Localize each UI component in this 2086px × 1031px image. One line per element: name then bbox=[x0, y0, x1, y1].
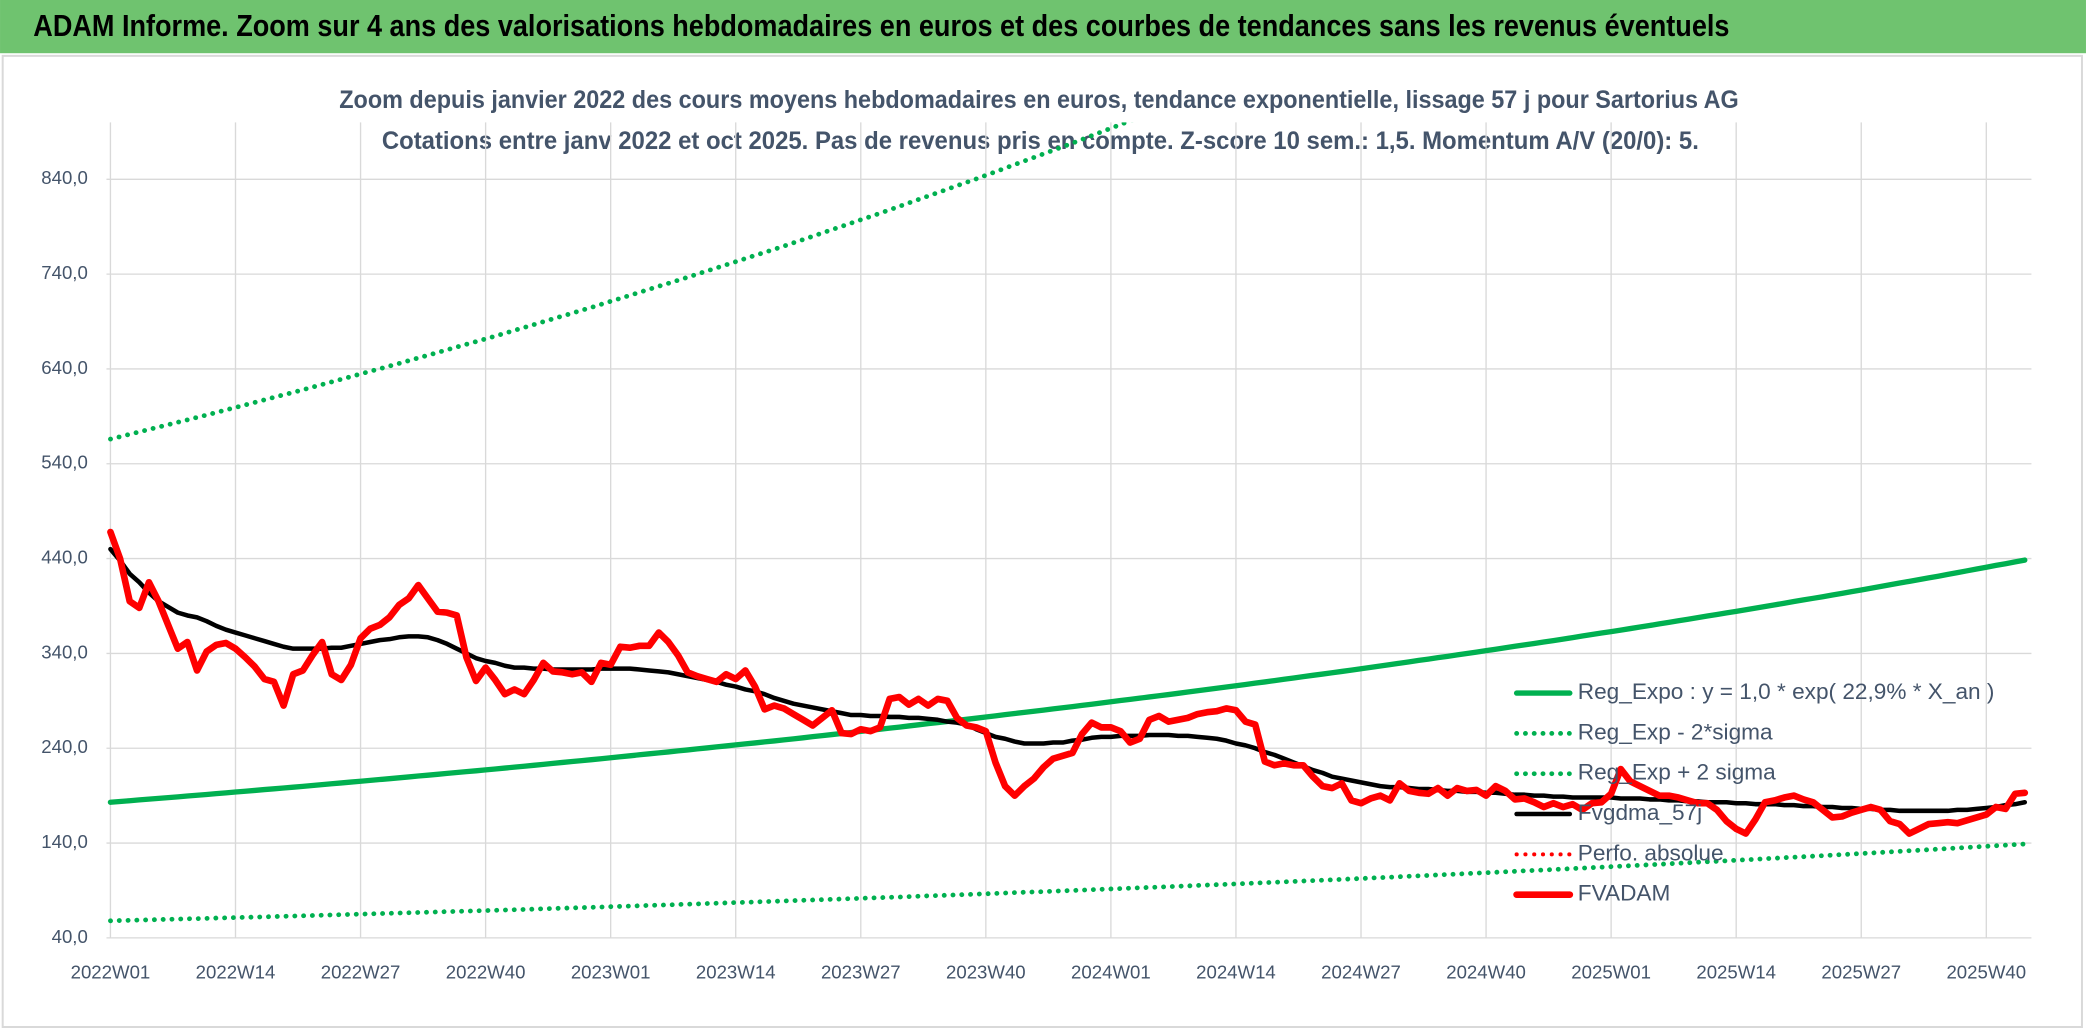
series-line bbox=[108, 841, 2028, 924]
y-tick-label: 340,0 bbox=[41, 641, 88, 662]
x-tick-label: 2024W01 bbox=[1071, 962, 1151, 983]
legend-label: Reg_Exp + 2 sigma bbox=[1578, 760, 1776, 785]
y-tick-label: 840,0 bbox=[41, 167, 88, 188]
header-title: ADAM Informe. Zoom sur 4 ans des valoris… bbox=[33, 9, 1729, 43]
chart-subtitle: Cotations entre janv 2022 et oct 2025. P… bbox=[382, 127, 1699, 155]
x-tick-label: 2025W01 bbox=[1571, 962, 1651, 983]
header-bar bbox=[0, 0, 2086, 54]
y-tick-label: 640,0 bbox=[41, 357, 88, 378]
series-line bbox=[108, 122, 1133, 442]
chart-border bbox=[1, 54, 2083, 1029]
legend-label: FVADAM bbox=[1578, 881, 1671, 906]
x-tick-label: 2022W27 bbox=[321, 962, 401, 983]
y-tick-label: 40,0 bbox=[52, 926, 88, 947]
x-tick-label: 2023W01 bbox=[571, 962, 651, 983]
x-tick-label: 2024W40 bbox=[1446, 962, 1526, 983]
x-tick-label: 2024W27 bbox=[1321, 962, 1401, 983]
y-tick-label: 540,0 bbox=[41, 452, 88, 473]
legend-label: Perfo. absolue bbox=[1578, 840, 1724, 865]
x-tick-label: 2024W14 bbox=[1196, 962, 1276, 983]
x-tick-label: 2023W40 bbox=[946, 962, 1026, 983]
x-tick-label: 2023W14 bbox=[696, 962, 776, 983]
grid: 40,0 140,0 240,0 340,0 440,0 540,0 640,0 740,0 8… bbox=[41, 122, 2032, 983]
x-tick-label: 2023W27 bbox=[821, 962, 901, 983]
legend: Reg_Expo : y = 1,0 * exp( 22,9% * X_an )… bbox=[1513, 679, 1995, 906]
x-tick-label: 2025W40 bbox=[1946, 962, 2026, 983]
y-tick-label: 240,0 bbox=[41, 736, 88, 757]
y-tick-label: 740,0 bbox=[41, 262, 88, 283]
y-tick-label: 440,0 bbox=[41, 547, 88, 568]
x-tick-label: 2022W40 bbox=[446, 962, 526, 983]
x-tick-label: 2022W14 bbox=[196, 962, 276, 983]
x-tick-label: 2025W27 bbox=[1821, 962, 1901, 983]
legend-label: Reg_Expo : y = 1,0 * exp( 22,9% * X_an ) bbox=[1578, 679, 1995, 704]
chart-title: Zoom depuis janvier 2022 des cours moyen… bbox=[339, 86, 1738, 114]
series-line bbox=[107, 557, 2028, 805]
legend-label: Reg_Exp - 2*sigma bbox=[1578, 719, 1773, 744]
x-tick-label: 2025W14 bbox=[1696, 962, 1776, 983]
series-line bbox=[107, 528, 2029, 837]
legend-label: Fvgdma_57j bbox=[1578, 800, 1702, 825]
plot-area bbox=[107, 122, 2029, 924]
x-tick-label: 2022W01 bbox=[71, 962, 151, 983]
y-tick-label: 140,0 bbox=[41, 831, 88, 852]
